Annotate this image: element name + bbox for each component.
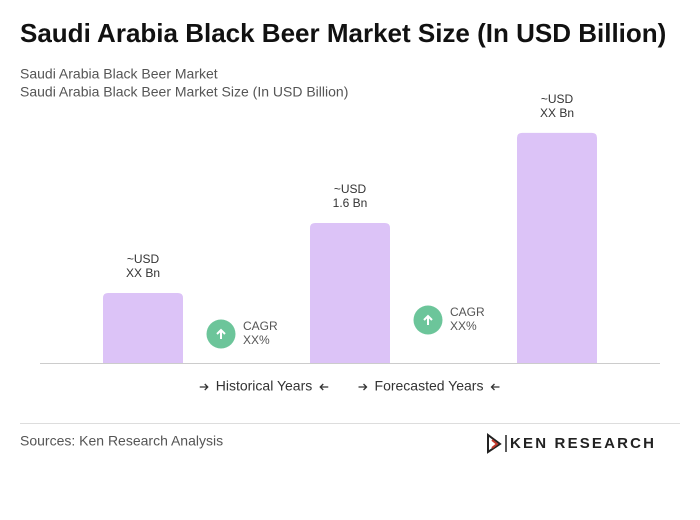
period-label: Historical Years (216, 378, 313, 394)
value-label: ~USD (334, 182, 367, 196)
bar (517, 132, 597, 363)
logo-text: KEN RESEARCH (510, 435, 654, 452)
bar (103, 293, 183, 363)
cagr-label: XX% (450, 319, 477, 333)
subtitle: Saudi Arabia Black Beer Market Size (In … (20, 84, 348, 100)
value-label: ~USD (127, 252, 160, 266)
logo-icon (487, 433, 507, 454)
cagr-label: CAGR (243, 319, 278, 333)
value-label: XX Bn (126, 266, 160, 280)
arrow (358, 383, 368, 391)
bar (310, 223, 390, 363)
arrow (199, 383, 209, 391)
chart-title: Saudi Arabia Black Beer Market Size (In … (20, 18, 666, 48)
subtitle: Saudi Arabia Black Beer Market (20, 66, 218, 82)
value-label: 1.6 Bn (333, 196, 368, 210)
arrow (319, 383, 329, 391)
value-label: ~USD (541, 92, 574, 106)
period-label: Forecasted Years (375, 378, 484, 394)
cagr-label: XX% (243, 333, 270, 347)
arrow (490, 383, 500, 391)
cagr-label: CAGR (450, 305, 485, 319)
cagr-arrow (216, 328, 226, 339)
source: Sources: Ken Research Analysis (20, 433, 223, 449)
cagr-arrow (423, 314, 433, 325)
value-label: XX Bn (540, 106, 574, 120)
